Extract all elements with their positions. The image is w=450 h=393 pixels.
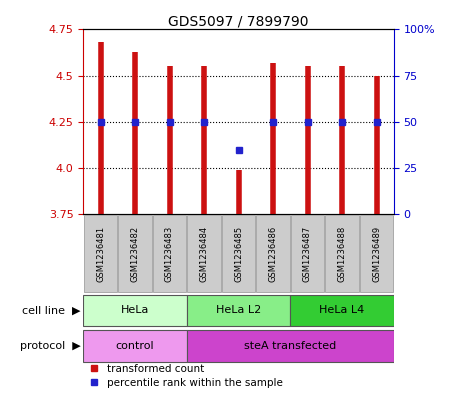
Bar [83, 330, 187, 362]
Text: GSM1236487: GSM1236487 [303, 225, 312, 282]
Text: cell line  ▶: cell line ▶ [22, 305, 81, 316]
Text: HeLa L4: HeLa L4 [320, 305, 365, 316]
Bar [84, 215, 117, 292]
Bar [291, 215, 324, 292]
Bar [188, 215, 220, 292]
Text: control: control [116, 341, 154, 351]
Bar [256, 215, 289, 292]
Text: GSM1236483: GSM1236483 [165, 225, 174, 282]
Bar [187, 330, 394, 362]
Bar [290, 295, 394, 326]
Text: protocol  ▶: protocol ▶ [20, 341, 81, 351]
Legend: transformed count, percentile rank within the sample: transformed count, percentile rank withi… [89, 364, 283, 388]
Text: steA transfected: steA transfected [244, 341, 337, 351]
Title: GDS5097 / 7899790: GDS5097 / 7899790 [168, 14, 309, 28]
Text: HeLa: HeLa [121, 305, 149, 316]
Bar [83, 295, 187, 326]
Text: GSM1236481: GSM1236481 [96, 226, 105, 281]
Bar [222, 215, 255, 292]
Text: GSM1236489: GSM1236489 [372, 226, 381, 281]
Text: GSM1236484: GSM1236484 [199, 226, 208, 281]
Bar [118, 215, 152, 292]
Bar [360, 215, 393, 292]
Bar [325, 215, 359, 292]
Bar [187, 295, 290, 326]
Text: GSM1236482: GSM1236482 [130, 226, 140, 281]
Bar [153, 215, 186, 292]
Text: GSM1236485: GSM1236485 [234, 226, 243, 281]
Text: GSM1236488: GSM1236488 [338, 225, 346, 282]
Text: HeLa L2: HeLa L2 [216, 305, 261, 316]
Text: GSM1236486: GSM1236486 [269, 225, 278, 282]
